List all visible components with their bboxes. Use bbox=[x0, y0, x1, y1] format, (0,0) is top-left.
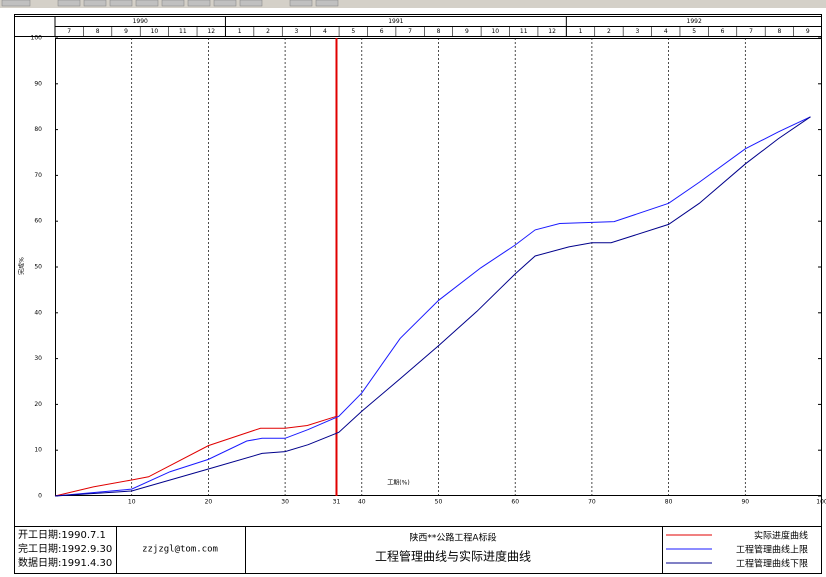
y-tick-label: 80 bbox=[34, 126, 42, 133]
data-date: 数据日期:1991.4.30 bbox=[18, 556, 112, 569]
year-label: 1992 bbox=[687, 18, 702, 25]
y-tick-label: 100 bbox=[31, 35, 43, 42]
month-label: 11 bbox=[520, 28, 528, 35]
legend-label: 工程管理曲线上限 bbox=[736, 544, 808, 556]
x-tick-label: 20 bbox=[205, 499, 213, 506]
y-tick-label: 10 bbox=[34, 447, 42, 454]
end-date: 完工日期:1992.9.30 bbox=[18, 542, 112, 555]
month-label: 10 bbox=[151, 28, 159, 35]
x-tick-label: 80 bbox=[665, 499, 673, 506]
email: zzjzgl@tom.com bbox=[142, 545, 218, 555]
y-tick-label: 30 bbox=[34, 355, 42, 362]
x-tick-label: 70 bbox=[588, 499, 596, 506]
toolbar-button[interactable] bbox=[83, 0, 107, 7]
toolbar-button[interactable] bbox=[161, 0, 185, 7]
y-tick-label: 60 bbox=[34, 218, 42, 225]
series-line bbox=[54, 116, 811, 497]
month-label: 3 bbox=[635, 28, 639, 35]
month-label: 6 bbox=[380, 28, 384, 35]
toolbar-button[interactable] bbox=[109, 0, 133, 7]
toolbar-button[interactable] bbox=[57, 0, 81, 7]
month-label: 6 bbox=[721, 28, 725, 35]
month-label: 9 bbox=[465, 28, 469, 35]
toolbar bbox=[0, 0, 826, 8]
month-label: 8 bbox=[96, 28, 100, 35]
toolbar-button[interactable] bbox=[1, 0, 31, 7]
x-tick-label: 31 bbox=[333, 499, 341, 506]
y-tick-label: 70 bbox=[34, 172, 42, 179]
toolbar-button[interactable] bbox=[315, 0, 339, 7]
month-label: 7 bbox=[749, 28, 753, 35]
y-axis-label: 完成% bbox=[18, 257, 26, 275]
x-tick-label: 40 bbox=[358, 499, 366, 506]
month-label: 7 bbox=[408, 28, 412, 35]
x-tick-label: 100 bbox=[816, 499, 826, 506]
month-label: 5 bbox=[692, 28, 696, 35]
x-tick-label: 60 bbox=[511, 499, 519, 506]
legend-label: 实际进度曲线 bbox=[754, 530, 808, 542]
series-line bbox=[54, 415, 337, 497]
month-label: 1 bbox=[579, 28, 583, 35]
month-label: 11 bbox=[179, 28, 187, 35]
x-axis-label: 工期(%) bbox=[387, 479, 409, 487]
project-name: 陕西**公路工程A标段 bbox=[409, 532, 496, 544]
x-tick-label: 90 bbox=[741, 499, 749, 506]
month-label: 1 bbox=[238, 28, 242, 35]
month-label: 2 bbox=[607, 28, 611, 35]
x-tick-label: 10 bbox=[128, 499, 136, 506]
start-date: 开工日期:1990.7.1 bbox=[18, 529, 106, 541]
toolbar-button[interactable] bbox=[239, 0, 263, 7]
toolbar-button[interactable] bbox=[289, 0, 313, 7]
month-label: 2 bbox=[266, 28, 270, 35]
series-line bbox=[54, 116, 811, 497]
month-label: 10 bbox=[491, 28, 499, 35]
x-tick-label: 50 bbox=[435, 499, 443, 506]
month-label: 12 bbox=[548, 28, 556, 35]
month-label: 8 bbox=[437, 28, 441, 35]
y-tick-label: 50 bbox=[34, 264, 42, 271]
month-label: 4 bbox=[323, 28, 327, 35]
y-tick-label: 20 bbox=[34, 401, 42, 408]
toolbar-button[interactable] bbox=[187, 0, 211, 7]
footer-title: 工程管理曲线与实际进度曲线 bbox=[375, 549, 531, 564]
year-label: 1990 bbox=[133, 18, 148, 25]
y-tick-label: 0 bbox=[38, 493, 42, 500]
month-label: 5 bbox=[351, 28, 355, 35]
toolbar-buttons bbox=[1, 0, 339, 7]
y-tick-label: 90 bbox=[34, 80, 42, 87]
year-label: 1991 bbox=[388, 18, 403, 25]
month-label: 9 bbox=[124, 28, 128, 35]
month-label: 12 bbox=[207, 28, 215, 35]
month-label: 7 bbox=[67, 28, 71, 35]
y-tick-label: 40 bbox=[34, 309, 42, 316]
x-tick-label: 30 bbox=[281, 499, 289, 506]
month-label: 8 bbox=[777, 28, 781, 35]
toolbar-button[interactable] bbox=[213, 0, 237, 7]
month-label: 4 bbox=[664, 28, 668, 35]
month-label: 3 bbox=[295, 28, 299, 35]
month-label: 9 bbox=[806, 28, 810, 35]
toolbar-button[interactable] bbox=[135, 0, 159, 7]
legend-label: 工程管理曲线下限 bbox=[736, 558, 808, 570]
